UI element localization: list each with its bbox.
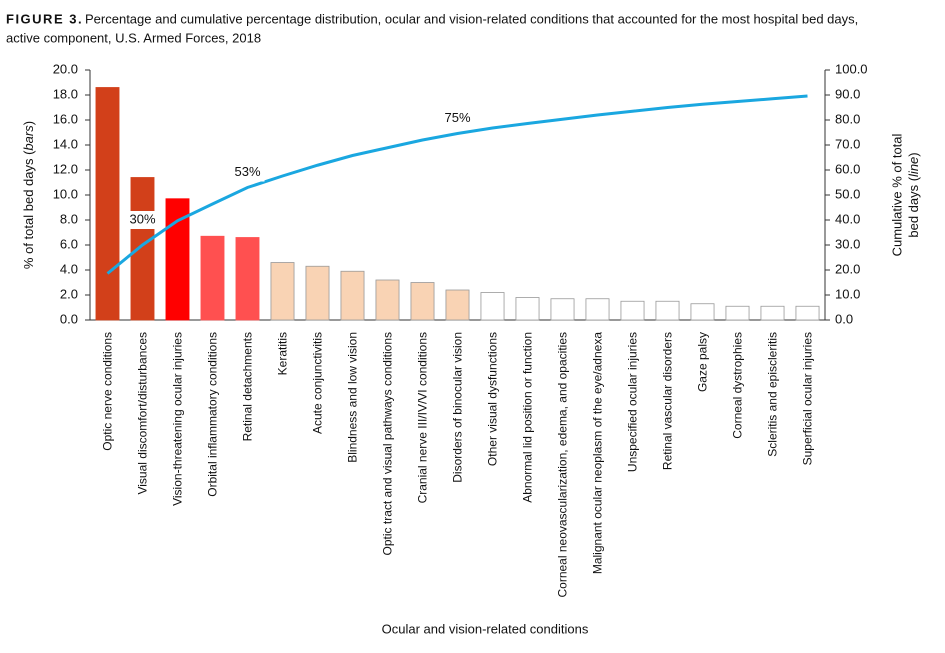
x-tick-label: Visual discomfort/disturbances	[136, 332, 150, 495]
y-tick-label: 14.0	[53, 136, 78, 151]
y2-tick-label: 0.0	[835, 311, 853, 326]
y2-axis-label-part: bed days (	[906, 176, 921, 237]
x-tick-label: Cranial nerve III/IV/VI conditions	[416, 332, 430, 503]
figure-label: FIGURE 3.	[6, 11, 83, 26]
y-axis-label: % of total bed days (bars)	[21, 121, 36, 269]
y-tick-label: 4.0	[60, 261, 78, 276]
x-tick-label: Scleritis and episcleritis	[766, 332, 780, 457]
cumulative-line	[106, 94, 808, 275]
bar	[585, 298, 610, 321]
bar	[200, 235, 225, 321]
y2-tick-label: 10.0	[835, 286, 860, 301]
y-tick-label: 6.0	[60, 236, 78, 251]
chart-title: active component, U.S. Armed Forces, 201…	[6, 30, 261, 45]
y2-tick-label: 90.0	[835, 86, 860, 101]
y-tick-label: 0.0	[60, 311, 78, 326]
bar	[655, 300, 680, 321]
bar	[340, 270, 365, 321]
label-bg	[125, 211, 160, 229]
y2-tick-label: 70.0	[835, 136, 860, 151]
x-tick-label: Superficial ocular injuries	[801, 332, 815, 465]
bar	[130, 177, 155, 321]
x-tick-label: Unspecified ocular injuries	[626, 332, 640, 472]
x-tick-label: Acute conjunctivitis	[311, 332, 325, 434]
bar	[725, 305, 750, 321]
x-tick-label: Corneal neovascularization, edema, and o…	[556, 332, 570, 598]
data-label: 75%	[444, 110, 470, 125]
bar	[480, 292, 505, 321]
x-tick-label: Retinal detachments	[241, 332, 255, 441]
y2-tick-label: 60.0	[835, 161, 860, 176]
bar	[445, 289, 470, 321]
y-tick-label: 16.0	[53, 111, 78, 126]
y2-tick-label: 80.0	[835, 111, 860, 126]
label-bg	[440, 109, 475, 128]
y-tick-label: 2.0	[60, 286, 78, 301]
bar	[760, 305, 785, 321]
y-tick-label: 12.0	[53, 161, 78, 176]
y2-axis-label-part: )	[906, 152, 921, 156]
y2-tick-label: 40.0	[835, 211, 860, 226]
bar	[795, 305, 820, 321]
x-tick-label: Blindness and low vision	[346, 332, 360, 463]
bar	[305, 265, 330, 321]
y-tick-label: 18.0	[53, 86, 78, 101]
y2-axis-label-part: line	[906, 157, 921, 177]
bar	[690, 303, 715, 321]
x-tick-label: Retinal vascular disorders	[661, 332, 675, 470]
y2-tick-label: 20.0	[835, 261, 860, 276]
x-tick-label: Optic tract and visual pathways conditio…	[381, 332, 395, 555]
bar	[165, 198, 190, 321]
bar	[95, 87, 120, 321]
x-tick-label: Gaze palsy	[696, 332, 710, 392]
x-tick-label: Abnormal lid position or function	[521, 332, 535, 503]
chart-title: Percentage and cumulative percentage dis…	[85, 11, 858, 26]
y2-tick-label: 30.0	[835, 236, 860, 251]
y2-tick-label: 100.0	[835, 61, 868, 76]
y-axis-label-part: bars	[21, 125, 36, 151]
y-axis-label-part: % of total bed days (	[21, 150, 36, 269]
bar	[620, 300, 645, 321]
bar	[515, 297, 540, 321]
data-label: 30%	[129, 211, 155, 226]
y-tick-label: 20.0	[53, 61, 78, 76]
x-tick-label: Malignant ocular neoplasm of the eye/adn…	[591, 332, 605, 574]
x-tick-label: Other visual dysfunctions	[486, 332, 500, 466]
x-tick-label: Optic nerve conditions	[101, 332, 115, 451]
x-tick-label: Orbital inflammatory conditions	[206, 332, 220, 497]
y2-axis-label: Cumulative % of total	[889, 133, 904, 256]
x-tick-label: Vision-threatening ocular injuries	[171, 332, 185, 506]
data-label: 53%	[234, 164, 260, 179]
y-axis-label-part: )	[21, 121, 36, 125]
y-tick-label: 10.0	[53, 186, 78, 201]
bar	[270, 262, 295, 321]
bar	[410, 282, 435, 321]
x-axis-label: Ocular and vision-related conditions	[382, 621, 589, 636]
bar	[235, 237, 260, 321]
y2-axis-label: bed days (line)	[906, 152, 921, 237]
bar	[375, 279, 400, 321]
y2-tick-label: 50.0	[835, 186, 860, 201]
y-tick-label: 8.0	[60, 211, 78, 226]
x-tick-label: Keratitis	[276, 332, 290, 375]
label-bg	[230, 163, 265, 182]
bar	[550, 298, 575, 321]
x-tick-label: Corneal dystrophies	[731, 332, 745, 439]
x-tick-label: Disorders of binocular vision	[451, 332, 465, 483]
